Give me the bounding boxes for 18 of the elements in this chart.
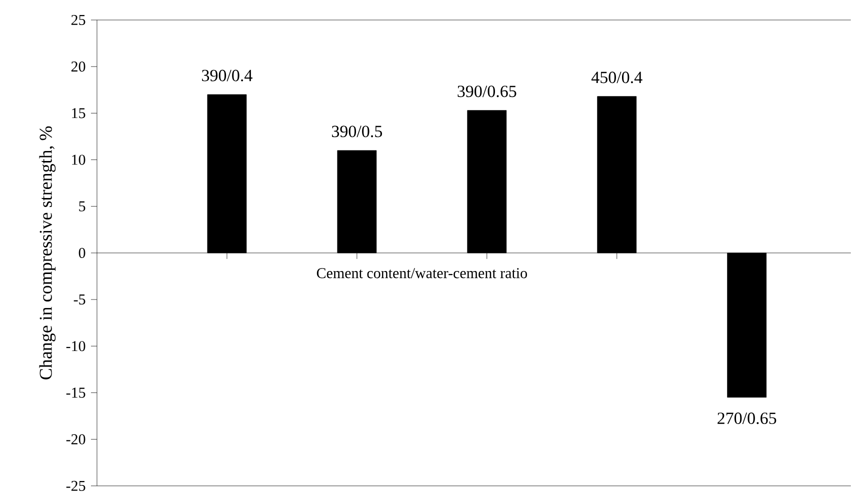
- x-tick-label: 390/0.5: [332, 126, 382, 138]
- x-tick-label: 390/0.4: [202, 70, 252, 82]
- x-tick-label: 390/0.65: [458, 86, 516, 98]
- y-axis-title: Change in compressive strength, %: [39, 126, 56, 380]
- y-tick-label: 0: [78, 248, 86, 258]
- y-tick-label: -25: [66, 480, 86, 491]
- y-tick-label: -20: [66, 434, 86, 444]
- y-tick-label: 20: [71, 62, 86, 72]
- y-tick-label: 10: [72, 154, 86, 165]
- y-tick-label: -15: [66, 388, 86, 398]
- y-tick-label: -10: [66, 341, 86, 352]
- y-tick-label: 5: [79, 201, 86, 212]
- x-tick-label: 450/0.4: [591, 72, 642, 84]
- x-tick-label: 270/0.65: [718, 412, 776, 424]
- y-tick-label: -5: [74, 294, 86, 305]
- y-tick-label: 25: [71, 14, 86, 26]
- y-tick-label: 15: [72, 108, 86, 118]
- x-axis-title: Cement content/water-cement ratio: [316, 268, 527, 278]
